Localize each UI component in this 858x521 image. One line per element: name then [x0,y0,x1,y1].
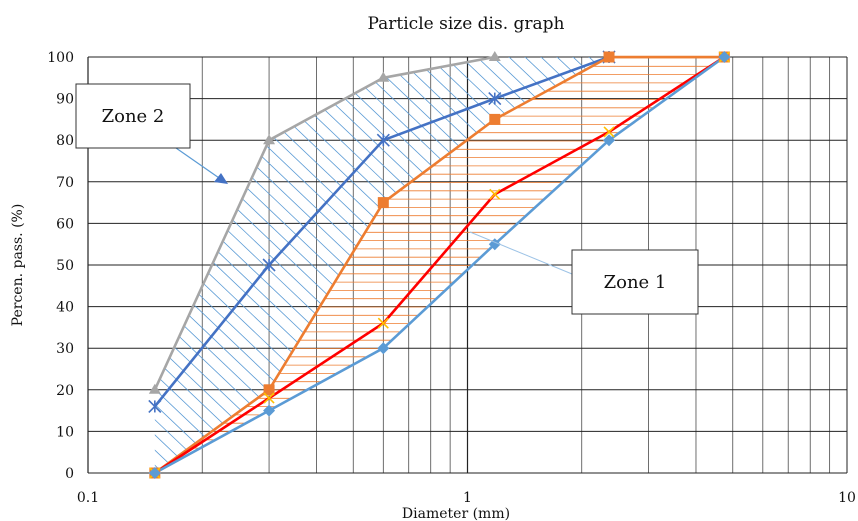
y-tick-label: 50 [56,258,74,274]
series-markers [148,50,731,479]
series-line-1 [153,55,496,391]
data-point-2 [488,92,502,106]
data-point-1 [263,134,276,145]
data-point-5 [263,404,276,417]
tick-labels: 0 10 20 30 40 50 60 70 80 90 100 0.1 1 10 [47,50,856,506]
zone1-leader [469,231,573,275]
y-tick-label: 60 [56,216,74,232]
y-tick-label: 80 [56,133,74,149]
data-point-4 [489,188,501,200]
y-tick-label: 70 [56,175,74,191]
data-point-3 [377,197,389,209]
hatch-line [154,57,281,473]
data-point-4 [377,317,389,329]
grid [87,56,848,474]
series-line-4 [154,55,726,475]
data-point-3 [603,51,615,63]
data-point-5 [718,51,731,63]
hatch-line [407,57,610,473]
data-point-1 [148,383,161,394]
y-axis-label: Percen. pass. (%) [10,204,26,327]
data-point-1 [488,51,501,61]
series-line-5 [154,55,726,475]
data-point-3 [489,113,501,125]
data-point-2 [262,258,276,272]
x-tick-label: 0.1 [77,490,99,506]
y-tick-label: 100 [47,50,74,66]
chart-title: Particle size dis. graph [367,14,564,34]
data-point-4 [603,126,615,138]
data-point-5 [603,134,616,147]
hatch-line [154,57,297,473]
x-tick-label: 1 [463,490,472,506]
zone2-arrowhead [214,173,228,184]
hatch-line [154,57,265,473]
zone2-leader [175,147,223,181]
zone-labels: Zone 2 Zone 1 [75,83,699,315]
y-tick-label: 90 [56,92,74,108]
data-point-2 [148,399,162,414]
hatch-line [154,57,249,473]
x-tick-label: 10 [838,490,856,506]
data-point-1 [377,71,390,82]
data-point-4 [263,392,275,404]
y-tick-label: 20 [56,383,74,399]
y-tick-label: 40 [56,300,74,316]
series-line-3 [154,55,725,475]
y-tick-label: 30 [56,341,74,357]
zone2-label: Zone 2 [102,106,165,127]
data-point-3 [263,384,275,396]
y-tick-label: 0 [65,466,74,482]
zone1-box [571,249,699,315]
data-point-5 [148,467,161,479]
x-axis-label: Diameter (mm) [402,506,510,521]
y-tick-label: 10 [56,424,74,440]
data-point-5 [377,342,390,355]
data-point-2 [376,133,390,147]
zone1-label: Zone 1 [604,272,667,293]
zone2-box [75,83,191,149]
hatch-line [391,57,610,473]
